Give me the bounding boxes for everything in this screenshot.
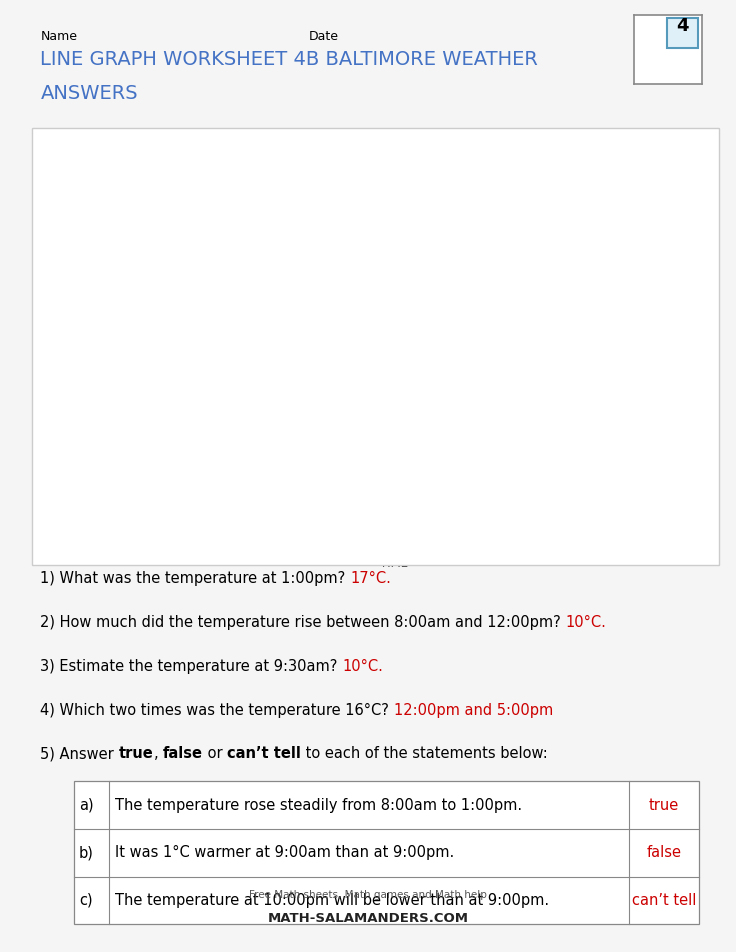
Text: The temperature at 10:00pm will be lower than at 9:00pm.: The temperature at 10:00pm will be lower… — [115, 893, 549, 908]
Text: Free Math sheets, Math games and Math help: Free Math sheets, Math games and Math he… — [249, 890, 487, 901]
Text: true: true — [118, 746, 154, 762]
Text: 17°C.: 17°C. — [350, 571, 392, 586]
Text: true: true — [649, 798, 679, 813]
Text: It was 1°C warmer at 9:00am than at 9:00pm.: It was 1°C warmer at 9:00am than at 9:00… — [115, 845, 454, 861]
Text: 12:00pm and 5:00pm: 12:00pm and 5:00pm — [394, 703, 553, 718]
Text: 10°C.: 10°C. — [342, 659, 383, 674]
Text: can’t tell: can’t tell — [227, 746, 301, 762]
Text: to each of the statements below:: to each of the statements below: — [301, 746, 548, 762]
Text: ANSWERS: ANSWERS — [40, 84, 138, 103]
Text: false: false — [163, 746, 203, 762]
Text: LINE GRAPH WORKSHEET 4B BALTIMORE WEATHER: LINE GRAPH WORKSHEET 4B BALTIMORE WEATHE… — [40, 50, 538, 69]
Text: can’t tell: can’t tell — [632, 893, 696, 908]
Text: MATH-SALAMANDERS.COM: MATH-SALAMANDERS.COM — [267, 912, 469, 925]
Text: 3) Estimate the temperature at 9:30am?: 3) Estimate the temperature at 9:30am? — [40, 659, 342, 674]
Bar — [667, 18, 698, 49]
Text: 2) How much did the temperature rise between 8:00am and 12:00pm?: 2) How much did the temperature rise bet… — [40, 615, 566, 630]
Text: 1) What was the temperature at 1:00pm?: 1) What was the temperature at 1:00pm? — [40, 571, 350, 586]
Text: c): c) — [79, 893, 93, 908]
Text: The temperature rose steadily from 8:00am to 1:00pm.: The temperature rose steadily from 8:00a… — [115, 798, 522, 813]
Title: BALTIMORE TEMPERATURE IN APRIL: BALTIMORE TEMPERATURE IN APRIL — [277, 160, 511, 172]
Text: Name: Name — [40, 30, 77, 44]
Text: 10°C.: 10°C. — [566, 615, 606, 630]
Text: 4: 4 — [676, 17, 689, 35]
Text: 4) Which two times was the temperature 16°C?: 4) Which two times was the temperature 1… — [40, 703, 394, 718]
Text: false: false — [647, 845, 682, 861]
Text: a): a) — [79, 798, 93, 813]
Text: b): b) — [79, 845, 93, 861]
Text: or: or — [203, 746, 227, 762]
X-axis label: TIME: TIME — [380, 557, 408, 570]
Text: Date: Date — [309, 30, 339, 44]
Y-axis label: TEMPERATURE (°C): TEMPERATURE (°C) — [49, 309, 59, 408]
Text: ,: , — [154, 746, 163, 762]
Text: 5) Answer: 5) Answer — [40, 746, 118, 762]
